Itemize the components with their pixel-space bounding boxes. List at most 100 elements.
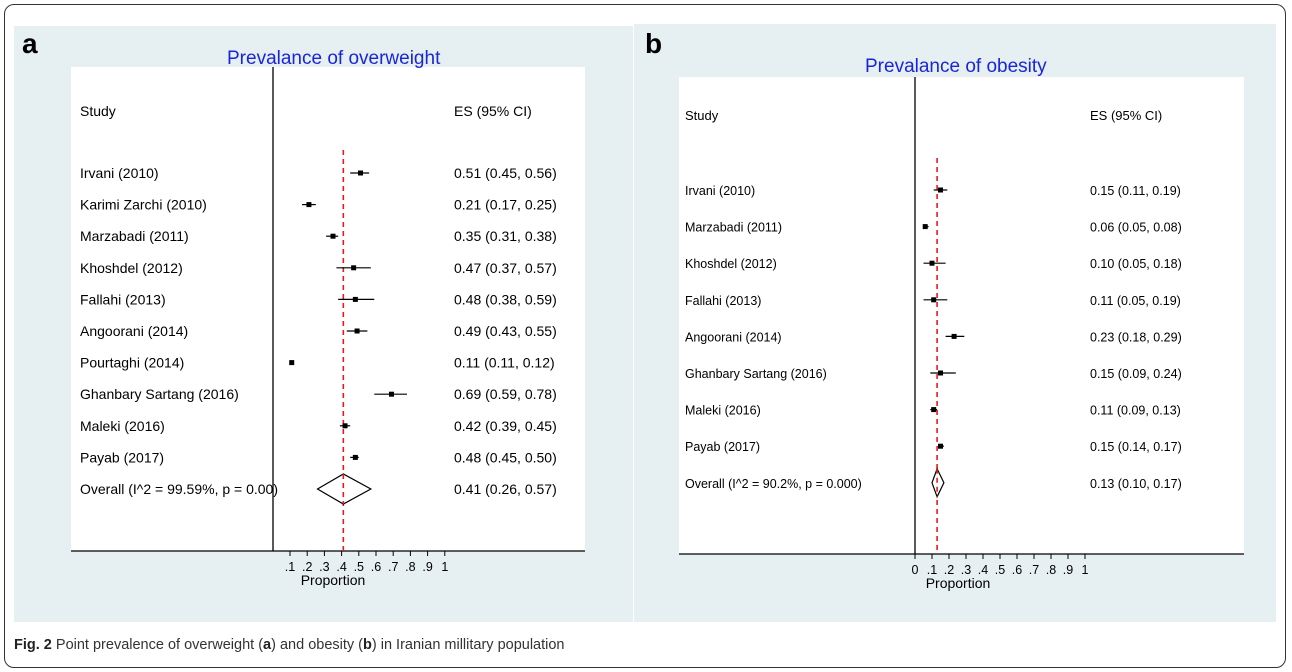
panel-a-letter: a — [22, 28, 38, 59]
panel-a-study-name: Pourtaghi (2014) — [80, 355, 184, 371]
panel-a-es-label: 0.69 (0.59, 0.78) — [454, 386, 557, 402]
panel-a-x-tick-label: .1 — [285, 560, 295, 574]
panel-b-study-name: Maleki (2016) — [685, 404, 761, 418]
panel-b-x-tick-label: 1 — [1082, 563, 1089, 577]
panel-b-study-header: Study — [685, 108, 719, 123]
panel-b-x-tick-label: .8 — [1046, 563, 1056, 577]
panel-a-overall-diamond — [316, 473, 373, 505]
panel-a-point-estimate — [289, 360, 295, 366]
panel-a-es-label: 0.47 (0.37, 0.57) — [454, 260, 557, 276]
panel-a-overall-es-label: 0.41 (0.26, 0.57) — [454, 481, 557, 497]
panel-a-x-tick-label: .6 — [371, 560, 381, 574]
panel-a-point-estimate — [330, 233, 336, 239]
panel-b-point-estimate — [922, 224, 928, 230]
panel-b-x-tick-label: .1 — [927, 563, 937, 577]
caption-a: a — [263, 637, 272, 653]
panel-b-study-name: Payab (2017) — [685, 440, 760, 454]
panel-b-x-tick-label: .9 — [1063, 563, 1073, 577]
panel-b-point-estimate — [931, 297, 937, 303]
panel-b-es-header: ES (95% CI) — [1090, 108, 1163, 123]
panel-b-x-tick-label: .5 — [995, 563, 1005, 577]
panel-a-study-header: Study — [80, 103, 116, 119]
panel-b-study-name: Khoshdel (2012) — [685, 257, 777, 271]
panel-a-x-tick-label: .9 — [422, 560, 432, 574]
panel-a-x-tick-label: .3 — [319, 560, 329, 574]
panel-a-study-name: Ghanbary Sartang (2016) — [80, 386, 239, 402]
panel-b-es-label: 0.11 (0.05, 0.19) — [1090, 294, 1181, 308]
panel-b-study-name: Marzabadi (2011) — [685, 221, 782, 235]
panel-b-es-label: 0.15 (0.09, 0.24) — [1090, 367, 1182, 381]
panel-b-overall-name: Overall (I^2 = 90.2%, p = 0.000) — [685, 477, 862, 491]
panel-a-point-estimate — [352, 296, 358, 302]
panel-b-letter: b — [645, 28, 663, 59]
panel-b-x-tick-label: .2 — [944, 563, 954, 577]
panel-a-x-tick-label: .5 — [354, 560, 364, 574]
panel-b-es-label: 0.15 (0.14, 0.17) — [1090, 440, 1182, 454]
panel-a-es-label: 0.21 (0.17, 0.25) — [454, 197, 557, 213]
panel-a-study-name: Irvani (2010) — [80, 165, 159, 181]
panel-a-study-name: Khoshdel (2012) — [80, 260, 183, 276]
panel-a-es-header: ES (95% CI) — [454, 103, 532, 119]
panel-b-point-estimate — [931, 407, 937, 413]
panel-a-study-name: Maleki (2016) — [80, 418, 165, 434]
panel-b-plot-area — [679, 77, 1244, 554]
figure-frame — [4, 4, 1286, 668]
panel-a-x-tick-label: .2 — [302, 560, 312, 574]
caption-text-2: ) and obesity ( — [271, 637, 364, 653]
panel-a-point-estimate — [352, 454, 358, 460]
panel-b-x-tick-label: .7 — [1029, 563, 1039, 577]
panel-b-point-estimate — [938, 443, 943, 449]
panel-b-point-estimate — [938, 187, 943, 193]
panel-b-es-label: 0.11 (0.09, 0.13) — [1090, 404, 1181, 418]
panel-a-point-estimate — [388, 391, 394, 397]
panel-b-study-name: Angoorani (2014) — [685, 330, 782, 344]
panel-a-x-tick-label: .7 — [388, 560, 398, 574]
panel-a-study-name: Karimi Zarchi (2010) — [80, 197, 207, 213]
panel-b-study-name: Irvani (2010) — [685, 184, 755, 198]
panel-b-x-tick-label: 0 — [912, 563, 919, 577]
panel-a-es-label: 0.51 (0.45, 0.56) — [454, 165, 557, 181]
panel-b-study-name: Ghanbary Sartang (2016) — [685, 367, 827, 381]
caption-b: b — [363, 637, 372, 653]
panel-a-es-label: 0.35 (0.31, 0.38) — [454, 228, 557, 244]
panel-a-es-label: 0.49 (0.43, 0.55) — [454, 323, 557, 339]
panel-b-point-estimate — [951, 333, 957, 339]
panel-b-point-estimate — [938, 370, 943, 376]
panel-a-x-tick-label: 1 — [441, 560, 448, 574]
panel-a-point-estimate — [306, 202, 312, 208]
panel-b-point-estimate — [929, 260, 935, 266]
panel-a-title: Prevalance of overweight — [227, 48, 441, 69]
panel-b-es-label: 0.23 (0.18, 0.29) — [1090, 330, 1182, 344]
caption-text-1: Point prevalence of overweight ( — [51, 637, 264, 653]
panel-a-x-tick-label: .4 — [336, 560, 346, 574]
panel-a-x-axis-label: Proportion — [301, 572, 366, 588]
panel-b-x-tick-label: .4 — [978, 563, 988, 577]
panel-a-study-name: Marzabadi (2011) — [80, 228, 189, 244]
panel-a-es-label: 0.42 (0.39, 0.45) — [454, 418, 557, 434]
panel-a-point-estimate — [358, 170, 364, 176]
panel-a-point-estimate — [354, 328, 360, 334]
panel-b-x-tick-label: .6 — [1012, 563, 1022, 577]
panel-a-x-tick-label: .8 — [405, 560, 415, 574]
panel-a-overall-name: Overall (I^2 = 99.59%, p = 0.00) — [80, 481, 278, 497]
caption-text-3: ) in Iranian millitary population — [371, 637, 565, 653]
panel-a-study-name: Payab (2017) — [80, 449, 164, 465]
panel-a-es-label: 0.48 (0.45, 0.50) — [454, 449, 557, 465]
panel-b-overall-es-label: 0.13 (0.10, 0.17) — [1090, 477, 1182, 491]
panel-a-point-estimate — [342, 423, 348, 429]
panel-b-es-label: 0.06 (0.05, 0.08) — [1090, 221, 1182, 235]
panel-a-es-label: 0.48 (0.38, 0.59) — [454, 291, 557, 307]
figure-caption: Fig. 2 Point prevalence of overweight (a… — [14, 637, 565, 653]
panel-a-study-name: Fallahi (2013) — [80, 291, 166, 307]
panel-b-overall-diamond — [931, 467, 945, 499]
panel-a-plot-area — [71, 67, 585, 551]
panel-a-point-estimate — [351, 265, 357, 271]
panel-b-title: Prevalance of obesity — [865, 56, 1047, 77]
panel-b-es-label: 0.15 (0.11, 0.19) — [1090, 184, 1181, 198]
panel-b-study-name: Fallahi (2013) — [685, 294, 761, 308]
caption-prefix: Fig. 2 — [14, 637, 52, 653]
panel-a-study-name: Angoorani (2014) — [80, 323, 188, 339]
panel-b-x-tick-label: .3 — [961, 563, 971, 577]
